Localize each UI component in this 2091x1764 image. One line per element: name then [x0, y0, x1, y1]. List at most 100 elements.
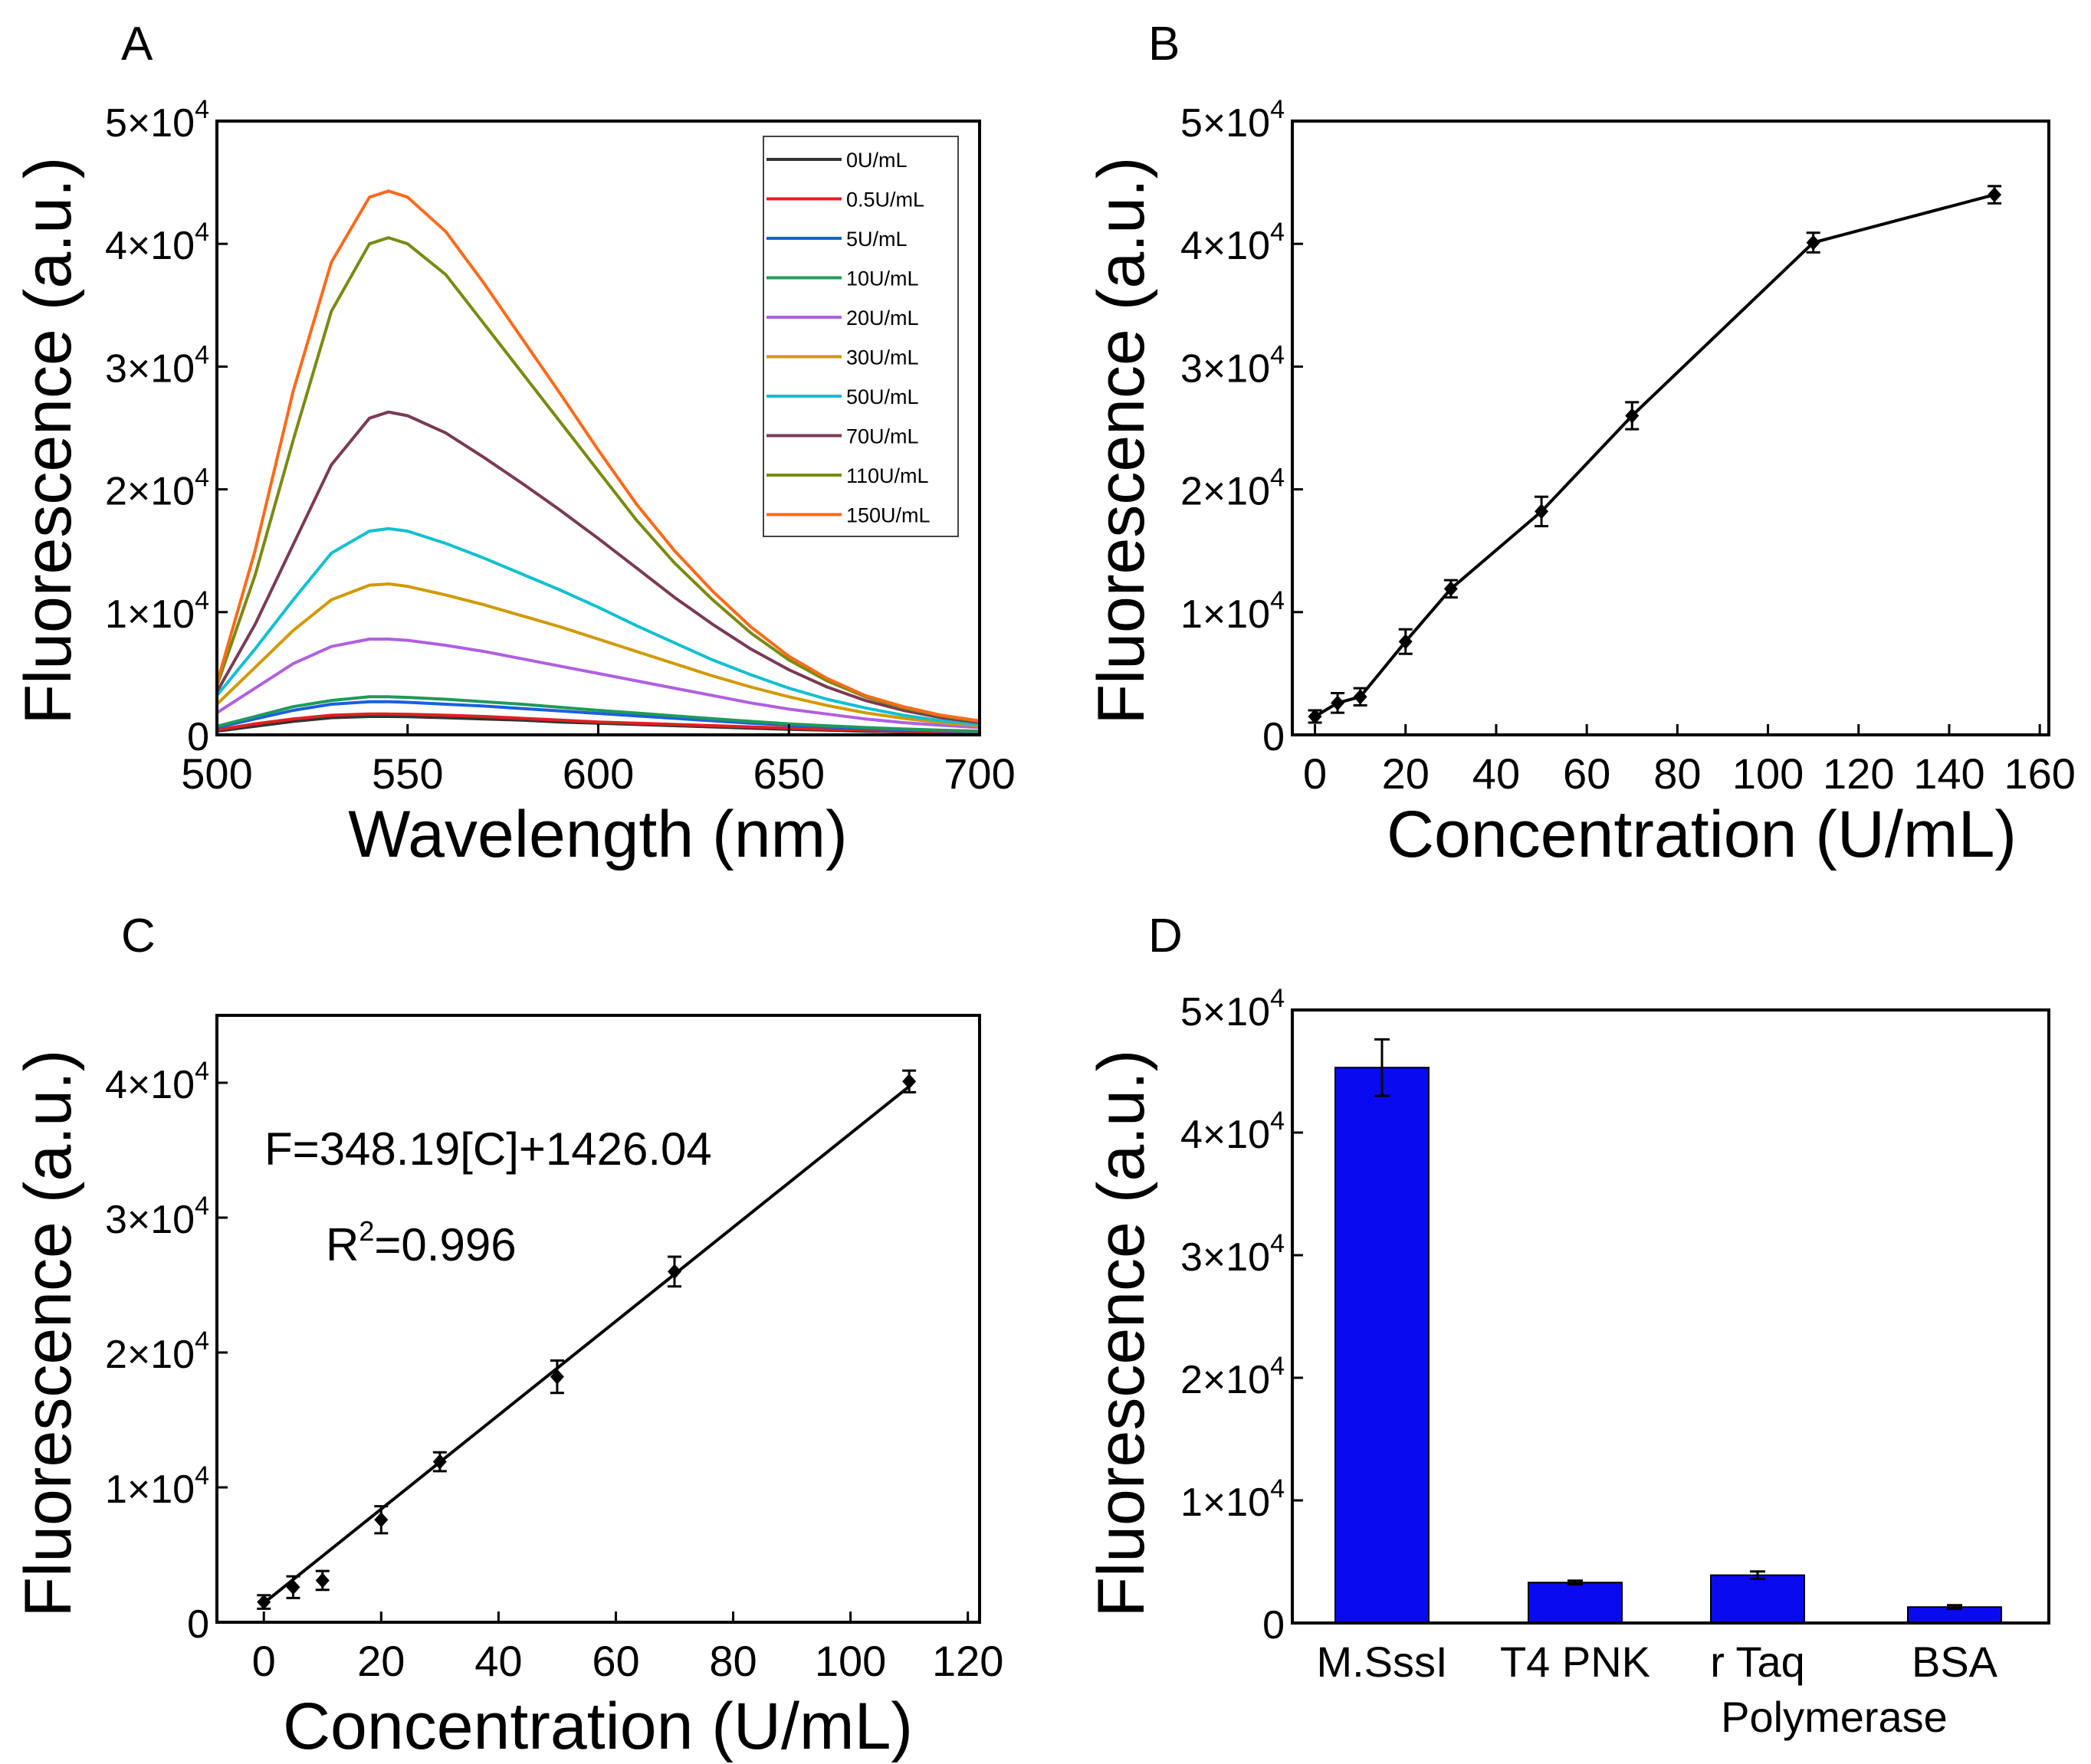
panel-c-y-tick-exponent: 4 [195, 1461, 209, 1490]
panel-d-y-tick-label: 1×104 [1180, 1474, 1285, 1525]
panel-a-y-axis-label: Fluorescence (a.u.) [11, 157, 85, 725]
bar [1528, 1582, 1623, 1624]
spectrum-line [216, 712, 980, 734]
panel-d-y-tick-label: 2×104 [1180, 1352, 1285, 1402]
panel-c-data-point [902, 1074, 917, 1090]
spectrum-line [215, 582, 980, 727]
panel-b-letter: B [1148, 18, 1180, 70]
panel-b-data-point [1625, 408, 1640, 424]
panel-b-frame [1291, 120, 2050, 736]
fit-equation: F=348.19[C]+1426.04 [264, 1123, 712, 1175]
panel-b-x-tick-label: 120 [1823, 749, 1894, 798]
panel-a-y-tick-mantissa: 4×10 [105, 224, 195, 268]
panel-b-data-point [1535, 503, 1549, 520]
legend-label: 20U/mL [846, 307, 919, 330]
panel-c-data-point [668, 1264, 681, 1280]
bar-category-label: M.SssI [1316, 1638, 1447, 1686]
panel-b-x-ticks: 0 20 40 60 80 100 120 140 160 [1303, 724, 2076, 798]
panel-b-x-tick-label: 80 [1653, 749, 1701, 798]
panel-b-y-tick-label: 4×104 [1180, 218, 1285, 268]
panel-c-y-tick-label: 3×104 [105, 1192, 209, 1242]
panel-d-y-tick-exponent: 4 [1270, 1352, 1285, 1381]
panel-a-y-tick-label: 5×104 [105, 95, 209, 146]
spectrum-line [216, 695, 980, 733]
panel-b-x-tick-label: 160 [2004, 749, 2075, 798]
panel-c-data-point [315, 1572, 330, 1589]
spectrum-line [215, 189, 980, 723]
panel-d-frame [1291, 1008, 2050, 1625]
panel-a-y-tick-label: 1×104 [105, 586, 209, 637]
panel-d-y-tick-mantissa: 2×10 [1180, 1358, 1270, 1402]
panel-c-frame [215, 1014, 981, 1624]
panel-c-x-axis-label: Concentration (U/mL) [283, 1690, 913, 1763]
panel-a-plot [215, 189, 980, 735]
legend-label: 50U/mL [846, 385, 919, 408]
legend-label: 30U/mL [846, 346, 919, 369]
panel-a-x-tick-label: 700 [944, 749, 1015, 798]
panel-c-data-point [550, 1369, 564, 1385]
panel-a-y-tick-label: 3×104 [105, 340, 209, 391]
legend-label: 5U/mL [846, 228, 908, 251]
panel-b-x-axis-label: Concentration (U/mL) [1387, 798, 2017, 871]
bar-category-label-line2: Polymerase [1721, 1693, 1948, 1741]
panel-a-y-tick-label: 4×104 [105, 218, 209, 268]
panel-a-legend-box [763, 136, 959, 537]
panel-a-y-tick-mantissa: 1×10 [105, 592, 195, 637]
panel-c-data-point [374, 1512, 389, 1528]
legend-label: 70U/mL [846, 425, 919, 448]
panel-b-x-tick-label: 140 [1913, 749, 1984, 798]
legend-label: 0.5U/mL [846, 189, 924, 211]
panel-a-x-tick-label: 600 [563, 749, 634, 798]
panel-c-y-tick-mantissa: 2×10 [105, 1333, 195, 1377]
panel-c: C 0 20 40 60 80 100 120 01×1042×1043×1044×104 … [11, 910, 1003, 1763]
panel-c-x-tick-label: 120 [932, 1637, 1003, 1685]
r-squared-superscript: 2 [359, 1215, 374, 1247]
panel-c-y-tick-exponent: 4 [195, 1192, 209, 1221]
bar-category-label: BSA [1912, 1638, 1998, 1686]
panel-c-x-tick-label: 40 [474, 1637, 522, 1685]
panel-a: A 500 550 600 650 700 01×1042×1043×1044×1045… [11, 18, 1016, 871]
panel-a-y-tick-mantissa: 5×10 [105, 101, 195, 146]
panel-a-y-tick-label: 2×104 [105, 464, 209, 514]
panel-c-x-tick-label: 80 [709, 1637, 757, 1685]
panel-b-data-point [1353, 689, 1367, 705]
panel-c-y-tick-mantissa: 3×10 [105, 1198, 195, 1242]
panel-b-plot [1308, 185, 2002, 724]
panel-a-x-tick-label: 650 [753, 749, 825, 798]
panel-b-x-tick-label: 20 [1382, 749, 1430, 798]
panel-b-x-tick-label: 100 [1732, 749, 1804, 798]
panel-b-y-tick-exponent: 4 [1270, 95, 1285, 124]
panel-c-x-ticks: 0 20 40 60 80 100 120 [252, 1612, 1003, 1685]
fit-line [262, 1085, 911, 1605]
panel-c-y-tick-label: 1×104 [105, 1461, 209, 1512]
panel-a-x-ticks: 500 550 600 650 700 [181, 724, 1016, 798]
panel-c-y-tick-exponent: 4 [195, 1057, 209, 1086]
panel-b-data-point [1308, 708, 1322, 724]
bar [1334, 1067, 1430, 1624]
panel-b-data-point [1988, 187, 2002, 203]
panel-b-x-tick-label: 60 [1563, 749, 1610, 798]
panel-d-y-tick-exponent: 4 [1270, 984, 1285, 1013]
panel-b: B 0 20 40 60 80 100 120 140 160 01×1042×1043×104… [1085, 18, 2076, 871]
panel-c-y-tick-mantissa: 4×10 [105, 1063, 195, 1107]
panel-a-x-axis-label: Wavelength (nm) [348, 798, 848, 871]
panel-c-y-tick-label: 4×104 [105, 1057, 209, 1107]
panel-d-y-tick-label: 4×104 [1180, 1107, 1285, 1157]
spectrum-line [215, 638, 980, 730]
panel-b-y-tick-label: 1×104 [1180, 586, 1285, 637]
panel-b-y-tick-label: 0 [1262, 715, 1285, 759]
panel-d-y-tick-exponent: 4 [1270, 1107, 1285, 1136]
legend-label: 150U/mL [846, 504, 931, 527]
panel-c-data-point [257, 1594, 271, 1610]
panel-c-x-tick-label: 0 [252, 1637, 276, 1685]
panel-a-y-tick-exponent: 4 [195, 218, 209, 247]
panel-d-y-tick-exponent: 4 [1270, 1474, 1285, 1503]
panel-b-data-point [1443, 581, 1458, 597]
panel-a-x-tick-label: 550 [372, 749, 443, 798]
panel-a-y-tick-mantissa: 2×10 [105, 470, 195, 514]
